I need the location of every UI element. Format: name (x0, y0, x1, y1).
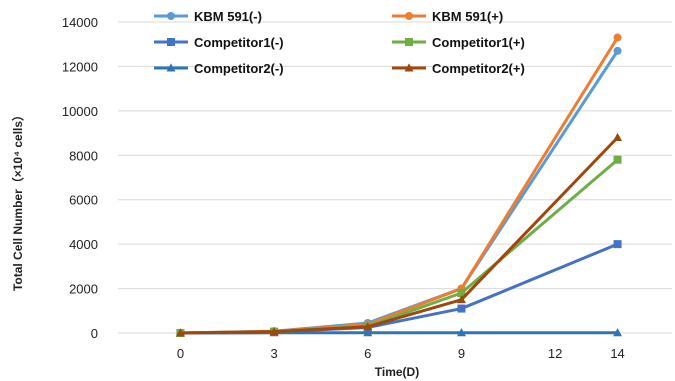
x-tick-label: 6 (364, 346, 371, 361)
data-point (456, 328, 466, 337)
series-5 (175, 132, 623, 337)
data-point (613, 328, 623, 337)
series-line (180, 50, 619, 335)
legend: KBM 591(-) KBM 591(+) Competitor1(-) Compet… (154, 9, 525, 76)
x-tick-labels: 0 3 6 9 12 14 (177, 346, 625, 361)
y-tick-label: 8000 (69, 148, 98, 163)
x-tick-label: 3 (270, 346, 277, 361)
series-line (180, 158, 619, 335)
data-point (457, 304, 466, 313)
y-tick-label: 6000 (69, 193, 98, 208)
y-tick-label: 14000 (62, 15, 98, 30)
data-point (269, 327, 279, 336)
legend-label: Competitor2(-) (194, 61, 284, 76)
data-point (613, 155, 622, 164)
legend-label: Competitor1(-) (194, 35, 284, 50)
data-point (456, 295, 466, 304)
y-tick-label: 2000 (69, 282, 98, 297)
legend-label: KBM 591(-) (194, 9, 262, 24)
legend-item: Competitor1(+) (392, 35, 525, 50)
data-point (175, 328, 185, 337)
legend-marker (166, 63, 176, 72)
legend-label: KBM 591(+) (432, 9, 503, 24)
legend-item: Competitor1(-) (154, 35, 284, 50)
series-0 (176, 46, 622, 337)
x-axis-label: Time(D) (375, 365, 419, 379)
legend-item: KBM 591(+) (392, 9, 503, 24)
data-point (363, 328, 373, 337)
legend-label: Competitor1(+) (432, 35, 525, 50)
legend-marker (167, 38, 175, 46)
legend-marker (405, 12, 413, 20)
data-point (613, 240, 622, 249)
legend-item: KBM 591(-) (154, 9, 262, 24)
x-tick-label: 12 (548, 346, 562, 361)
legend-label: Competitor2(+) (432, 61, 525, 76)
series-line (180, 136, 619, 335)
y-tick-label: 4000 (69, 237, 98, 252)
data-point (613, 33, 622, 42)
x-tick-label: 0 (177, 346, 184, 361)
data-point (457, 289, 466, 298)
x-tick-label: 14 (610, 346, 624, 361)
data-point (363, 322, 373, 331)
data-point (613, 46, 622, 55)
data-point (613, 132, 623, 141)
legend-marker (404, 63, 414, 72)
y-tick-labels: 0 2000 4000 6000 8000 10000 12000 14000 (62, 15, 98, 341)
y-tick-label: 12000 (62, 59, 98, 74)
y-tick-label: 10000 (62, 104, 98, 119)
legend-marker (405, 38, 413, 46)
legend-item: Competitor2(+) (392, 61, 525, 76)
y-axis-label: Total Cell Number（×10⁴ cells） (10, 109, 25, 291)
series-lines (175, 33, 623, 337)
series-1 (176, 33, 622, 337)
y-tick-label: 0 (91, 326, 98, 341)
legend-item: Competitor2(-) (154, 61, 284, 76)
gridlines (118, 21, 672, 334)
x-tick-label: 9 (458, 346, 465, 361)
series-3 (176, 155, 622, 337)
legend-marker (167, 12, 175, 20)
